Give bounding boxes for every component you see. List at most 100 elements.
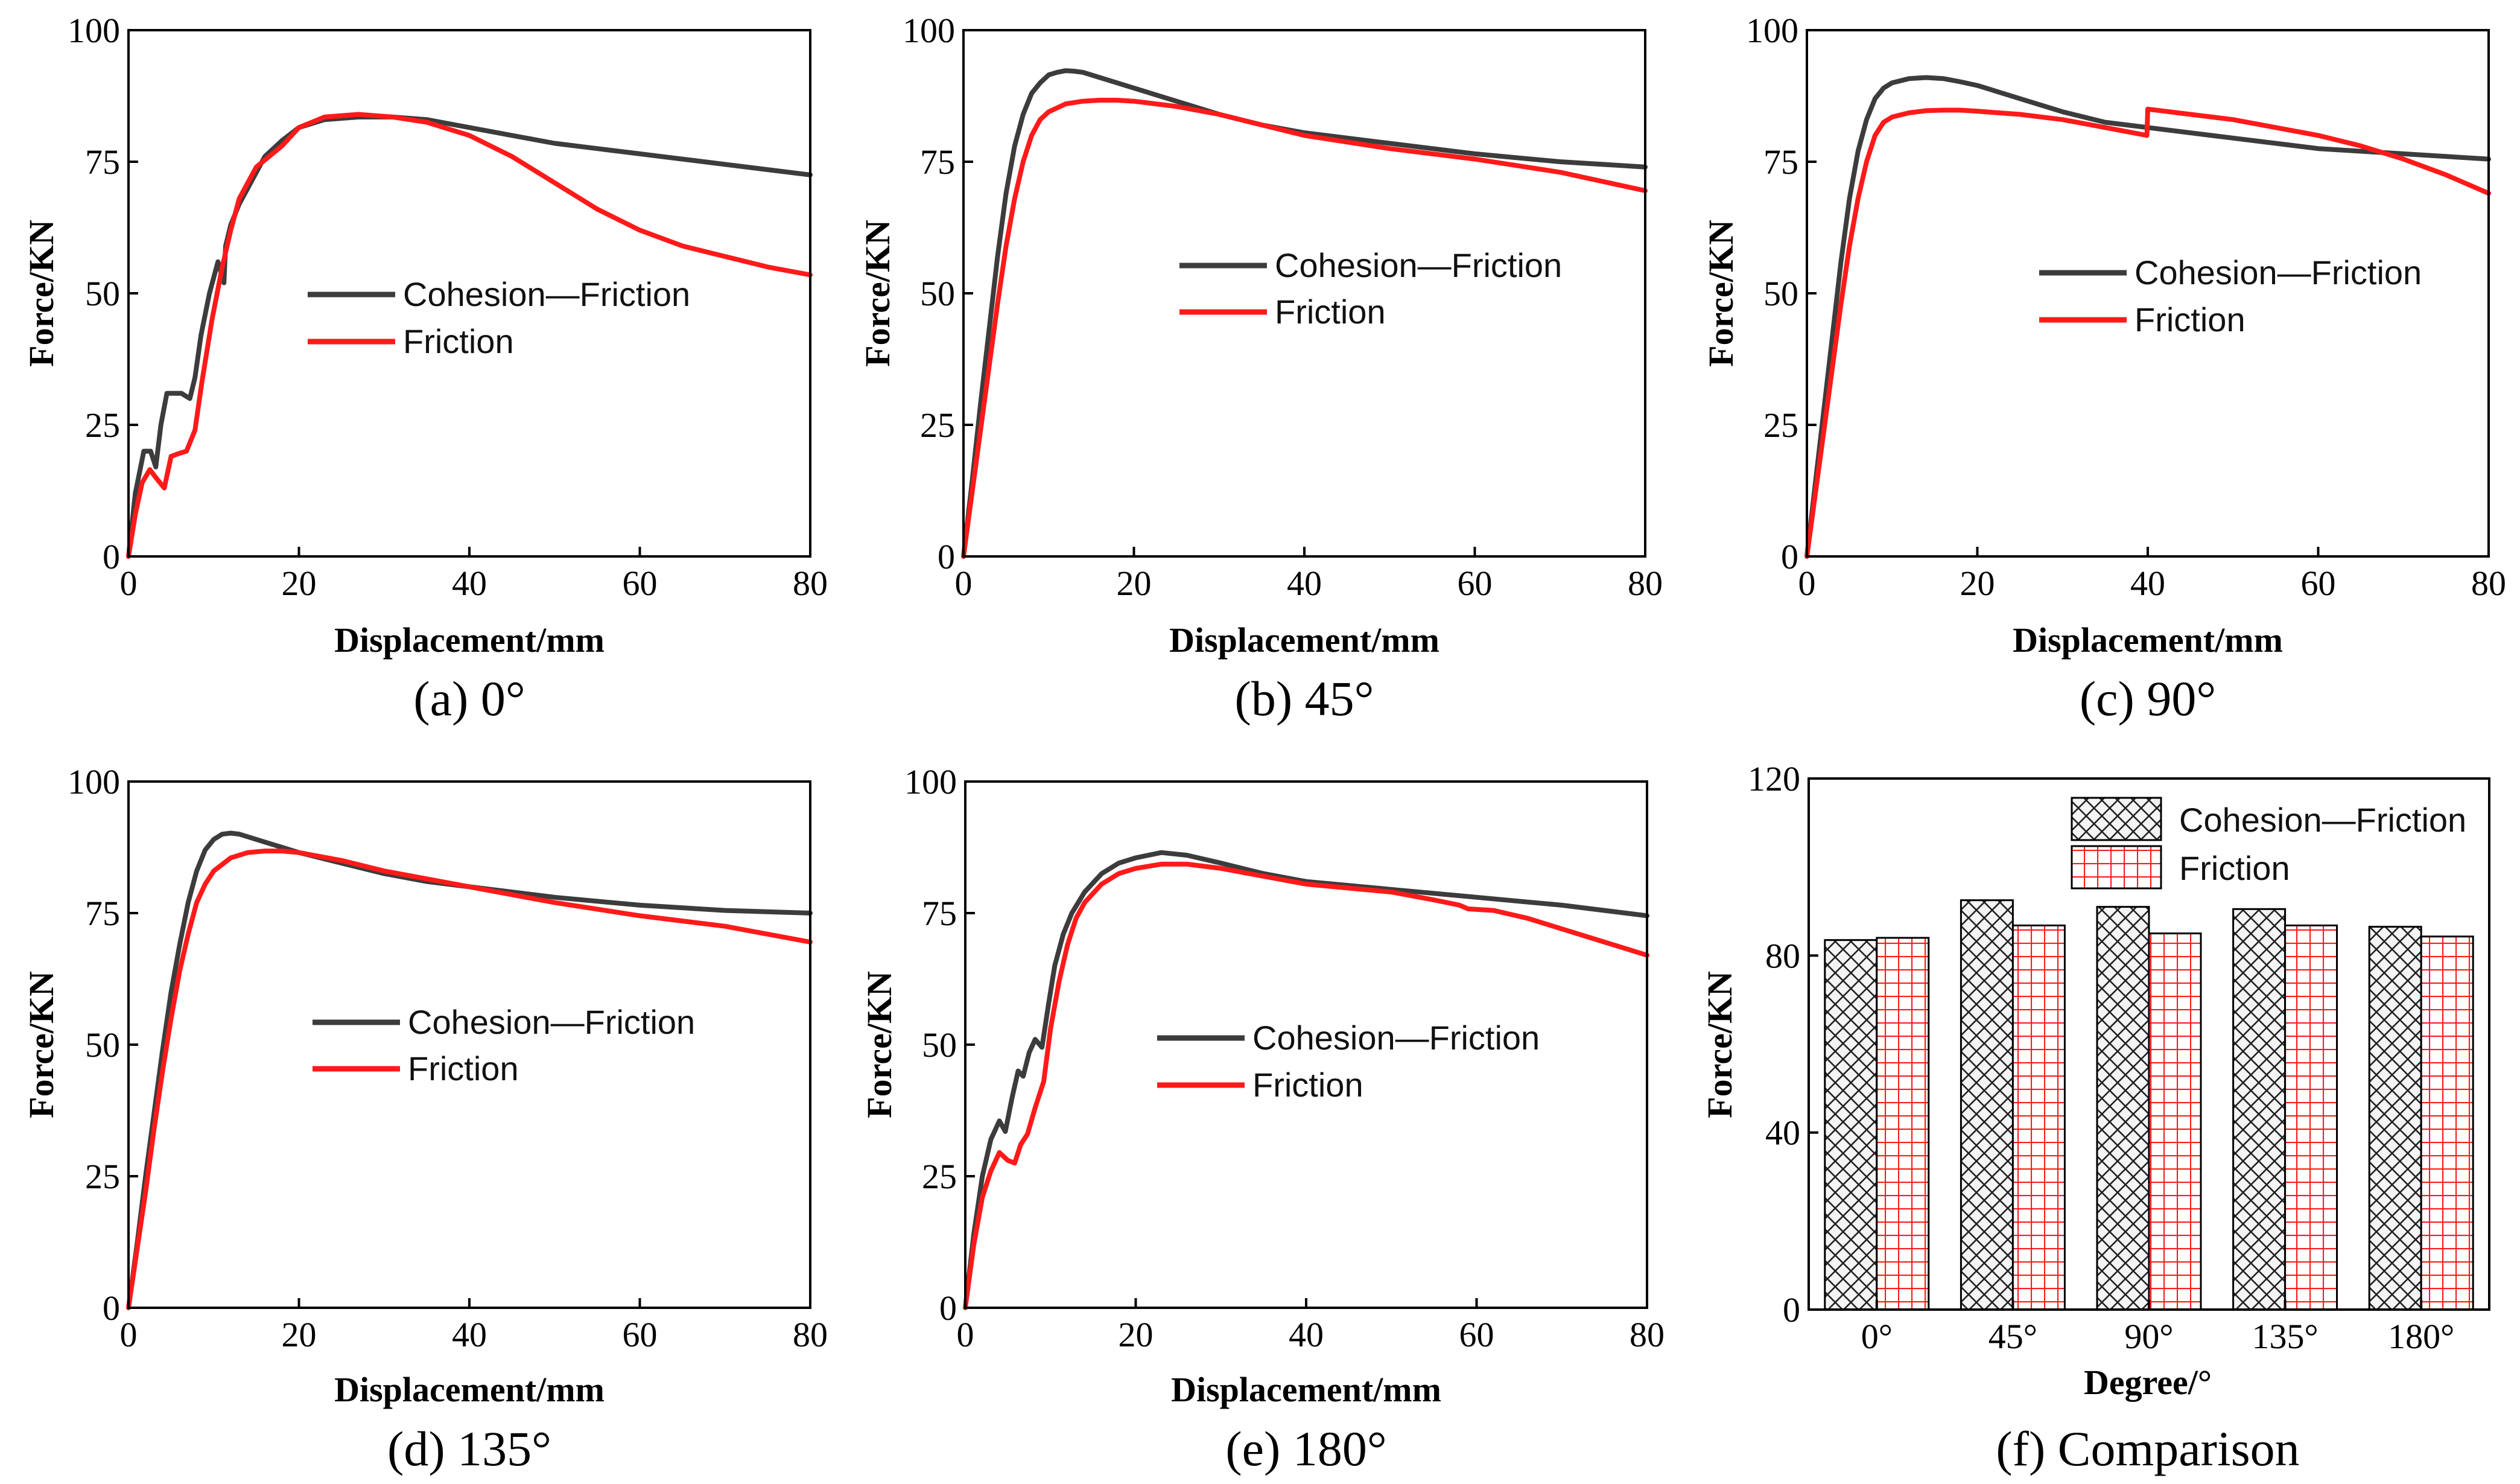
panel-d-series xyxy=(126,830,813,1310)
panel-f: 0° 45° 90° 135° 180° 0 40 80 120 Force/KN Degree… xyxy=(1700,759,2490,1476)
series-line-friction xyxy=(126,849,813,1310)
bar-cohesion-friction-135 xyxy=(2232,908,2287,1311)
series-line-cohesion-friction xyxy=(963,850,1649,1310)
series-line-friction xyxy=(961,98,1648,559)
panel-a-ylabel: Force/KN xyxy=(22,220,61,367)
y-tick-label: 50 xyxy=(922,1025,957,1065)
panel-d-legend: Cohesion—Friction Friction xyxy=(313,1003,695,1088)
legend-label-cohesion-friction: Cohesion—Friction xyxy=(403,275,690,313)
panel-f-xlabel: Degree/° xyxy=(2084,1363,2212,1402)
panel-c-ticks: 0 20 40 60 80 0 25 50 75 100 xyxy=(1746,11,2506,603)
x-tick-label: 40 xyxy=(2130,564,2165,603)
legend-label-friction: Friction xyxy=(2134,301,2245,339)
panel-c-frame xyxy=(1806,29,2490,558)
x-tick-label: 45° xyxy=(1988,1317,2037,1356)
bar-friction-0 xyxy=(1876,937,1930,1311)
legend-label-friction: Friction xyxy=(1252,1066,1363,1104)
panel-b-xlabel: Displacement/mm xyxy=(1169,620,1439,660)
y-tick-label: 75 xyxy=(85,142,120,182)
panel-a: 0 20 40 60 80 0 25 50 75 100 Force/KN Displacemen… xyxy=(22,11,828,726)
y-tick-label: 100 xyxy=(68,11,120,50)
y-tick-label: 50 xyxy=(85,274,120,313)
panel-e-legend: Cohesion—Friction Friction xyxy=(1157,1019,1540,1104)
x-tick-label: 0° xyxy=(1861,1317,1893,1356)
panel-b-ticks: 0 20 40 60 80 0 25 50 75 100 xyxy=(903,11,1663,603)
panel-d-caption: (d) 135° xyxy=(387,1421,551,1476)
bar-friction-45 xyxy=(2011,924,2066,1311)
legend-label-friction: Friction xyxy=(408,1049,519,1088)
legend-label-cohesion-friction: Cohesion—Friction xyxy=(2134,253,2422,291)
panel-c-legend: Cohesion—Friction Friction xyxy=(2039,253,2422,339)
bar-cohesion-friction-180 xyxy=(2368,926,2422,1311)
x-tick-label: 20 xyxy=(1960,564,1995,603)
x-tick-label: 0 xyxy=(955,564,973,603)
y-tick-label: 80 xyxy=(1765,936,1800,975)
legend-label-cohesion-friction: Cohesion—Friction xyxy=(2179,801,2466,839)
legend-swatch-cohesion-friction xyxy=(2071,797,2162,841)
y-tick-label: 0 xyxy=(938,537,955,576)
legend-label-cohesion-friction: Cohesion—Friction xyxy=(408,1003,695,1041)
panel-c-series xyxy=(1804,75,2491,559)
panel-e-xlabel: Displacement/mm xyxy=(1171,1370,1441,1409)
panel-e-series xyxy=(963,850,1649,1310)
panel-c-caption: (c) 90° xyxy=(2080,671,2216,726)
y-tick-label: 75 xyxy=(922,894,957,933)
y-tick-label: 75 xyxy=(920,142,955,182)
panel-c-ylabel: Force/KN xyxy=(1701,220,1741,367)
x-tick-label: 135° xyxy=(2252,1317,2318,1356)
x-tick-label: 40 xyxy=(452,1315,487,1354)
panel-b-frame xyxy=(962,29,1646,558)
y-tick-label: 0 xyxy=(939,1288,957,1328)
x-tick-label: 0 xyxy=(957,1315,974,1354)
y-tick-label: 25 xyxy=(920,406,955,445)
y-tick-label: 25 xyxy=(85,1157,120,1196)
y-tick-label: 120 xyxy=(1748,759,1800,798)
legend-swatch-friction xyxy=(2071,845,2162,890)
x-tick-label: 80 xyxy=(793,564,828,603)
legend-label-friction: Friction xyxy=(403,322,514,360)
panel-c: 0 20 40 60 80 0 25 50 75 100 Force/KN Displacemen… xyxy=(1701,11,2506,726)
panel-a-frame xyxy=(127,29,811,558)
panel-b: 0 20 40 60 80 0 25 50 75 100 Force/KN Displacemen… xyxy=(858,11,1663,726)
x-tick-label: 90° xyxy=(2124,1317,2173,1356)
series-line-friction xyxy=(1804,106,2491,559)
series-line-cohesion-friction xyxy=(1804,75,2491,559)
x-tick-label: 40 xyxy=(1289,1315,1324,1354)
y-tick-label: 25 xyxy=(922,1157,957,1196)
series-line-friction xyxy=(963,861,1649,1310)
legend-label-cohesion-friction: Cohesion—Friction xyxy=(1275,246,1562,284)
panel-e-ylabel: Force/KN xyxy=(860,971,899,1118)
panel-f-legend: Cohesion—Friction Friction xyxy=(2071,797,2466,890)
panel-d-xlabel: Displacement/mm xyxy=(334,1370,605,1409)
x-tick-label: 60 xyxy=(623,564,658,603)
panel-d-frame xyxy=(127,780,811,1309)
y-tick-label: 25 xyxy=(1763,406,1798,445)
panel-a-xlabel: Displacement/mm xyxy=(334,620,605,660)
bar-friction-180 xyxy=(2420,935,2474,1311)
x-tick-label: 60 xyxy=(2301,564,2336,603)
bar-friction-135 xyxy=(2284,924,2338,1311)
y-tick-label: 100 xyxy=(1746,11,1798,50)
panel-d: 0 20 40 60 80 0 25 50 75 100 Force/KN Displacemen… xyxy=(22,762,828,1476)
y-tick-label: 25 xyxy=(85,406,120,445)
x-tick-label: 40 xyxy=(452,564,487,603)
y-tick-label: 40 xyxy=(1765,1113,1800,1153)
y-tick-label: 50 xyxy=(920,274,955,313)
panel-b-ylabel: Force/KN xyxy=(858,220,897,367)
panel-b-caption: (b) 45° xyxy=(1235,671,1374,726)
legend-label-cohesion-friction: Cohesion—Friction xyxy=(1252,1019,1540,1057)
legend-label-friction: Friction xyxy=(2179,849,2290,887)
x-tick-label: 80 xyxy=(793,1315,828,1354)
panel-f-bars xyxy=(1824,899,2474,1311)
panel-a-caption: (a) 0° xyxy=(413,671,525,726)
bar-cohesion-friction-90 xyxy=(2096,906,2150,1311)
panel-c-xlabel: Displacement/mm xyxy=(2013,620,2283,660)
y-tick-label: 100 xyxy=(904,762,957,801)
y-tick-label: 0 xyxy=(103,1288,120,1328)
x-tick-label: 60 xyxy=(623,1315,658,1354)
bar-cohesion-friction-45 xyxy=(1960,899,2014,1311)
x-tick-label: 20 xyxy=(1117,564,1152,603)
panel-e: 0 20 40 60 80 0 25 50 75 100 Force/KN Displacemen… xyxy=(860,762,1665,1476)
y-tick-label: 75 xyxy=(85,894,120,933)
legend-label-friction: Friction xyxy=(1275,293,1386,331)
